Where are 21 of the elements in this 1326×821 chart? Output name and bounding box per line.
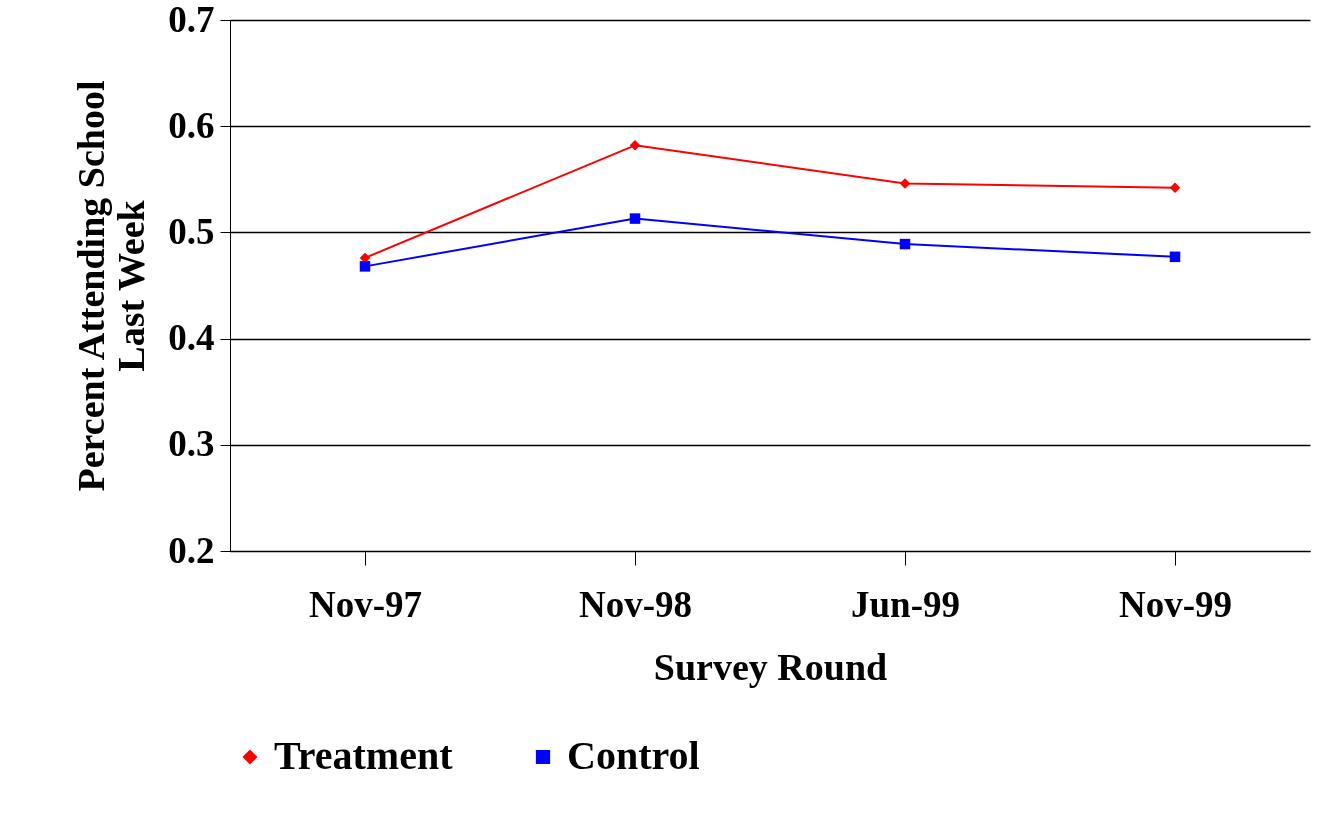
legend-label: Control — [567, 733, 700, 778]
y-tick-label: 0.3 — [168, 423, 215, 465]
point — [1169, 182, 1181, 194]
point — [629, 140, 641, 151]
x-tick-label: Nov-97 — [308, 583, 423, 625]
x-axis-title: Survey Round — [653, 645, 888, 688]
x-tick-label: Jun-99 — [851, 583, 960, 625]
y-axis-title: Percent Attending School Last Week — [70, 80, 153, 492]
point — [629, 213, 641, 224]
point — [359, 261, 371, 272]
legend-label: Treatment — [274, 733, 454, 778]
y-tick-label: 0.6 — [168, 104, 215, 146]
y-tick-label: 0.4 — [168, 317, 215, 359]
x-tick-label: Nov-98 — [578, 583, 693, 625]
point — [1169, 251, 1181, 263]
y-tick-label: 0.7 — [168, 0, 215, 40]
point — [899, 238, 911, 250]
y-tick-label: 0.5 — [168, 210, 215, 252]
point — [899, 178, 911, 189]
x-tick-label: Nov-99 — [1118, 583, 1233, 625]
y-tick-label: 0.2 — [168, 529, 215, 571]
